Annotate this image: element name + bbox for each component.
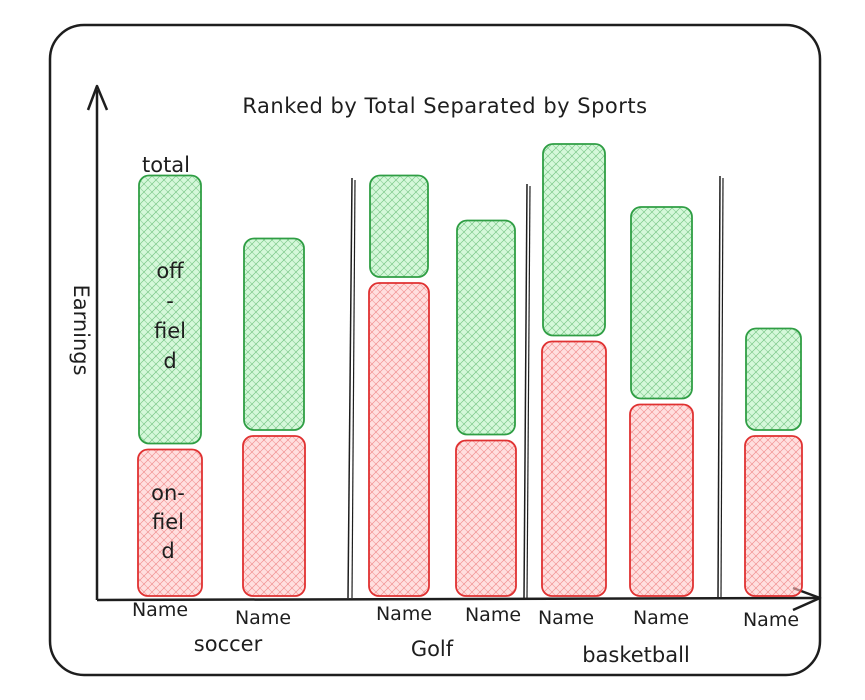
off-field-label-line-3: fiel xyxy=(154,319,186,343)
on-field-label-line-1: on- xyxy=(151,481,185,505)
x-tick-label-5: Name xyxy=(538,607,594,629)
bar-on-field-3 xyxy=(368,282,430,597)
x-tick-label-6: Name xyxy=(633,607,689,629)
bar-off-field-5 xyxy=(542,143,606,337)
group-label-golf: Golf xyxy=(411,637,454,661)
bars xyxy=(137,143,803,597)
off-field-label-line-1: off xyxy=(156,259,184,283)
bar-on-field-5 xyxy=(541,340,607,597)
group-separator-1 xyxy=(347,177,356,599)
chart-frame xyxy=(48,23,822,677)
bar-off-field-4 xyxy=(456,219,516,436)
y-axis-label: Earnings xyxy=(69,284,93,375)
on-field-label-line-3: d xyxy=(161,539,174,563)
group-separator-3 xyxy=(717,175,724,599)
segment-labels: off - fiel d on-fiel d xyxy=(151,259,186,563)
total-label: total xyxy=(142,153,190,177)
x-tick-label-4: Name xyxy=(465,604,521,626)
bar-on-field-2 xyxy=(242,435,306,597)
x-axis xyxy=(96,586,822,612)
bar-off-field-7 xyxy=(745,327,802,431)
on-field-label-line-2: fiel xyxy=(152,510,184,534)
group-separator-2 xyxy=(523,183,531,599)
bar-on-field-6 xyxy=(629,403,694,597)
x-tick-labels: Name Name Name Name Name Name Name xyxy=(132,599,799,631)
group-label-soccer: soccer xyxy=(194,632,263,656)
group-label-basketball: basketball xyxy=(582,643,690,667)
x-tick-label-1: Name xyxy=(132,599,188,621)
bar-off-field-6 xyxy=(630,206,693,400)
bar-off-field-3 xyxy=(369,174,429,278)
x-tick-label-3: Name xyxy=(376,603,432,625)
bar-off-field-2 xyxy=(243,237,305,431)
off-field-label-line-2: - xyxy=(166,289,174,313)
bar-on-field-4 xyxy=(455,439,517,597)
y-axis xyxy=(86,84,109,600)
bar-on-field-1 xyxy=(137,448,203,597)
x-tick-label-7: Name xyxy=(743,609,799,631)
bar-off-field-1 xyxy=(138,174,202,445)
off-field-label-line-4: d xyxy=(163,349,176,373)
chart-title: Ranked by Total Separated by Sports xyxy=(242,94,647,118)
bar-on-field-7 xyxy=(744,435,803,597)
x-tick-label-2: Name xyxy=(235,607,291,629)
